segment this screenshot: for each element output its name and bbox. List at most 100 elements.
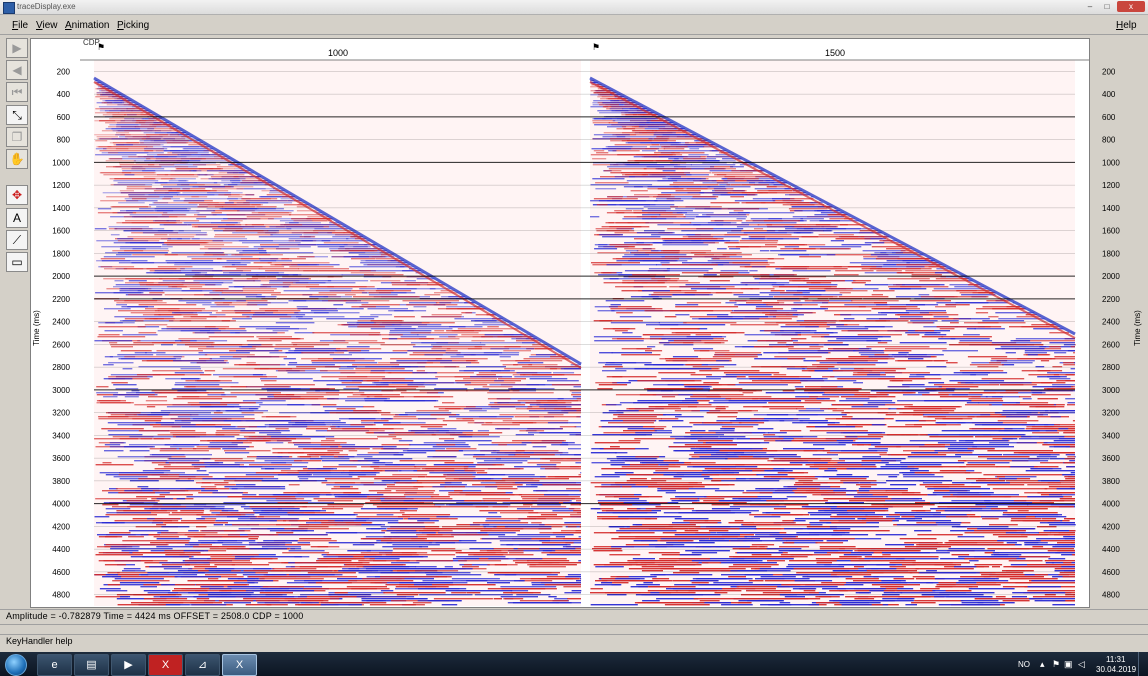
- y-axis-label-right: Time (ms): [1133, 310, 1142, 346]
- menu-file[interactable]: File: [12, 20, 29, 31]
- panel-start-flag-2: ⚑: [592, 42, 601, 52]
- key-help-bar: KeyHandler help: [0, 634, 1148, 649]
- language-indicator[interactable]: NO: [1018, 660, 1030, 669]
- copy-tool-button[interactable]: ❐: [6, 127, 28, 147]
- taskbar-button-pdf[interactable]: ⊿: [185, 654, 220, 676]
- time-tick-right-4200: 4200: [1102, 522, 1120, 531]
- media-player-icon: ▶: [124, 659, 133, 671]
- app-x-active-icon: X: [235, 659, 244, 671]
- volume-icon[interactable]: ◁: [1078, 659, 1085, 669]
- time-tick-right-2800: 2800: [1102, 363, 1120, 372]
- time-tick-left-4600: 4600: [52, 568, 70, 577]
- ie-icon: e: [51, 659, 58, 671]
- velocity-icon: ⟋: [12, 232, 22, 247]
- menu-animation[interactable]: Animation: [65, 20, 110, 31]
- time-tick-right-3200: 3200: [1102, 409, 1120, 418]
- pick-tool-icon: ⤡: [12, 107, 22, 122]
- text-icon: A: [12, 211, 21, 225]
- taskbar-button-app-x[interactable]: X: [148, 654, 183, 676]
- time-tick-right-3600: 3600: [1102, 454, 1120, 463]
- pick-tool-tool-button[interactable]: ⤡: [6, 105, 28, 125]
- window-title: traceDisplay.exe: [17, 2, 76, 11]
- rewind-tool-button[interactable]: ⏮: [6, 82, 28, 102]
- menu-view[interactable]: View: [36, 20, 58, 31]
- time-tick-left-4400: 4400: [52, 545, 70, 554]
- time-tick-left-3200: 3200: [52, 409, 70, 418]
- time-tick-right-3800: 3800: [1102, 477, 1120, 486]
- time-tick-right-2600: 2600: [1102, 340, 1120, 349]
- time-tick-right-1200: 1200: [1102, 181, 1120, 190]
- minimize-button[interactable]: –: [1087, 2, 1093, 11]
- time-tick-right-1400: 1400: [1102, 204, 1120, 213]
- box-tool-button[interactable]: ▭: [6, 252, 28, 272]
- network-icon[interactable]: ▣: [1064, 659, 1073, 669]
- panel-cdp-1000: [93, 76, 582, 606]
- play-forward-icon: ▶: [12, 41, 22, 55]
- time-tick-left-4000: 4000: [52, 500, 70, 509]
- tool-palette: ▶ ◀ ⏮ ⤡ ❐ ✋ ✥ A ⟋ ▭: [4, 38, 30, 274]
- cursor-readout: Amplitude = -0.782879 Time = 4424 ms OFF…: [6, 611, 304, 621]
- time-tick-right-4600: 4600: [1102, 568, 1120, 577]
- folder-icon: ▤: [86, 659, 97, 671]
- show-desktop-button[interactable]: [1138, 652, 1148, 676]
- time-tick-right-400: 400: [1102, 90, 1116, 99]
- seismic-display[interactable]: 200 200 400 400 600 600 800 800 1000 1000 1200 1200…: [30, 38, 1148, 608]
- time-tick-left-4800: 4800: [52, 591, 70, 600]
- copy-icon: ❐: [11, 130, 23, 144]
- clock-date[interactable]: 30.04.2019: [1096, 665, 1137, 674]
- time-tick-left-1000: 1000: [52, 158, 70, 167]
- title-bar: traceDisplay.exe – □ x: [0, 0, 1148, 15]
- hand-icon: ✋: [9, 152, 25, 166]
- pdf-icon: ⊿: [197, 659, 208, 671]
- time-tick-left-1400: 1400: [52, 204, 70, 213]
- time-tick-right-200: 200: [1102, 67, 1116, 76]
- flag-icon[interactable]: ⚑: [1052, 659, 1061, 669]
- time-tick-left-2600: 2600: [52, 340, 70, 349]
- time-tick-left-3000: 3000: [52, 386, 70, 395]
- clock-time[interactable]: 11:31: [1106, 655, 1126, 664]
- crosshair-icon: ✥: [11, 188, 23, 202]
- maximize-button[interactable]: □: [1104, 2, 1110, 11]
- time-tick-right-3400: 3400: [1102, 431, 1120, 440]
- time-tick-right-3000: 3000: [1102, 386, 1120, 395]
- time-tick-right-2400: 2400: [1102, 318, 1120, 327]
- crosshair-tool-button[interactable]: ✥: [6, 185, 28, 205]
- taskbar-button-app-x-active[interactable]: X: [222, 654, 257, 676]
- status-bar: Amplitude = -0.782879 Time = 4424 ms OFF…: [0, 609, 1148, 625]
- taskbar-button-ie[interactable]: e: [37, 654, 72, 676]
- time-tick-right-600: 600: [1102, 113, 1116, 122]
- play-back-tool-button[interactable]: ◀: [6, 60, 28, 80]
- time-tick-right-4800: 4800: [1102, 591, 1120, 600]
- time-tick-right-1000: 1000: [1102, 158, 1120, 167]
- velocity-tool-button[interactable]: ⟋: [6, 230, 28, 250]
- panel-start-flag-1: ⚑: [97, 42, 106, 52]
- tray-arrow-icon[interactable]: ▴: [1040, 659, 1045, 669]
- time-tick-right-4400: 4400: [1102, 545, 1120, 554]
- menu-picking[interactable]: Picking: [117, 20, 150, 31]
- app-x-icon: X: [161, 659, 170, 671]
- time-tick-left-2200: 2200: [52, 295, 70, 304]
- time-tick-left-200: 200: [57, 67, 71, 76]
- time-tick-left-4200: 4200: [52, 522, 70, 531]
- start-button[interactable]: [5, 654, 27, 676]
- text-tool-button[interactable]: A: [6, 208, 28, 228]
- time-tick-left-1200: 1200: [52, 181, 70, 190]
- time-tick-left-800: 800: [57, 136, 71, 145]
- menu-help[interactable]: Help: [1116, 20, 1137, 31]
- time-tick-right-800: 800: [1102, 136, 1116, 145]
- taskbar-button-folder[interactable]: ▤: [74, 654, 109, 676]
- time-tick-right-1600: 1600: [1102, 227, 1120, 236]
- time-tick-right-4000: 4000: [1102, 500, 1120, 509]
- cdp-axis-title: CDP: [83, 38, 100, 47]
- hand-tool-button[interactable]: ✋: [6, 149, 28, 169]
- panel-cdp-1500: [589, 76, 1076, 606]
- play-back-icon: ◀: [12, 63, 22, 77]
- time-tick-left-600: 600: [57, 113, 71, 122]
- cdp-tick-label-1500: 1500: [825, 48, 846, 58]
- taskbar-button-media-player[interactable]: ▶: [111, 654, 146, 676]
- box-icon: ▭: [11, 255, 23, 269]
- play-forward-tool-button[interactable]: ▶: [6, 38, 28, 58]
- close-button[interactable]: x: [1117, 1, 1145, 12]
- time-tick-right-2200: 2200: [1102, 295, 1120, 304]
- key-help-text: KeyHandler help: [6, 636, 73, 646]
